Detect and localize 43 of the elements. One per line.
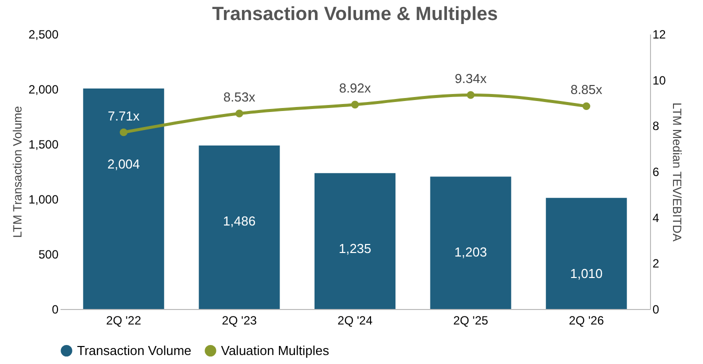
y2-tick-label: 2 — [652, 256, 660, 271]
x-tick-label: 2Q '22 — [106, 314, 142, 328]
x-tick-label: 2Q '24 — [338, 314, 373, 328]
point — [466, 91, 475, 99]
data-label: 9.34x — [454, 70, 488, 86]
bar — [546, 198, 627, 309]
legend-label: Transaction Volume — [77, 342, 192, 358]
data-label: 8.85x — [570, 82, 603, 98]
x-tick-label: 2Q '26 — [568, 314, 604, 328]
point — [235, 110, 244, 118]
y-tick-label: 1,500 — [28, 138, 59, 152]
y2-tick-label: 4 — [652, 210, 660, 225]
y2-tick-label: 10 — [652, 73, 666, 88]
y-tick-label: 2,000 — [28, 82, 59, 96]
y-axis-title: LTM Transaction Volume — [10, 106, 24, 238]
data-label: 1,203 — [454, 244, 487, 260]
data-label: 1,235 — [338, 241, 372, 256]
bar — [198, 146, 280, 309]
bar — [430, 176, 512, 309]
y2-tick-label: 8 — [652, 119, 660, 134]
bar — [83, 88, 164, 309]
point — [582, 102, 590, 110]
data-label: 8.92x — [339, 80, 372, 96]
x-tick-label: 2Q '25 — [453, 314, 488, 328]
data-label: 2,004 — [107, 156, 140, 172]
y2-tick-label: 0 — [652, 302, 660, 316]
data-label: 1,010 — [570, 266, 603, 281]
point — [120, 128, 128, 136]
chart-title: Transaction Volume & Multiples — [212, 4, 498, 25]
y2-axis-title: LTM Median TEV/EBITDA — [670, 102, 684, 242]
point — [351, 100, 359, 108]
data-label: 1,486 — [223, 214, 256, 229]
y-tick-label: 500 — [38, 248, 59, 262]
x-tick-label: 2Q '23 — [222, 314, 258, 328]
data-label: 7.71x — [108, 108, 140, 124]
y-tick-label: 0 — [52, 302, 59, 316]
bar — [314, 173, 396, 309]
y2-tick-label: 6 — [652, 165, 660, 179]
data-label: 8.53x — [223, 90, 256, 105]
y-tick-label: 1,000 — [28, 192, 59, 206]
y2-tick-label: 12 — [652, 28, 666, 42]
legend-label: Valuation Multiples — [221, 342, 330, 358]
y-tick-label: 2,500 — [28, 28, 59, 42]
